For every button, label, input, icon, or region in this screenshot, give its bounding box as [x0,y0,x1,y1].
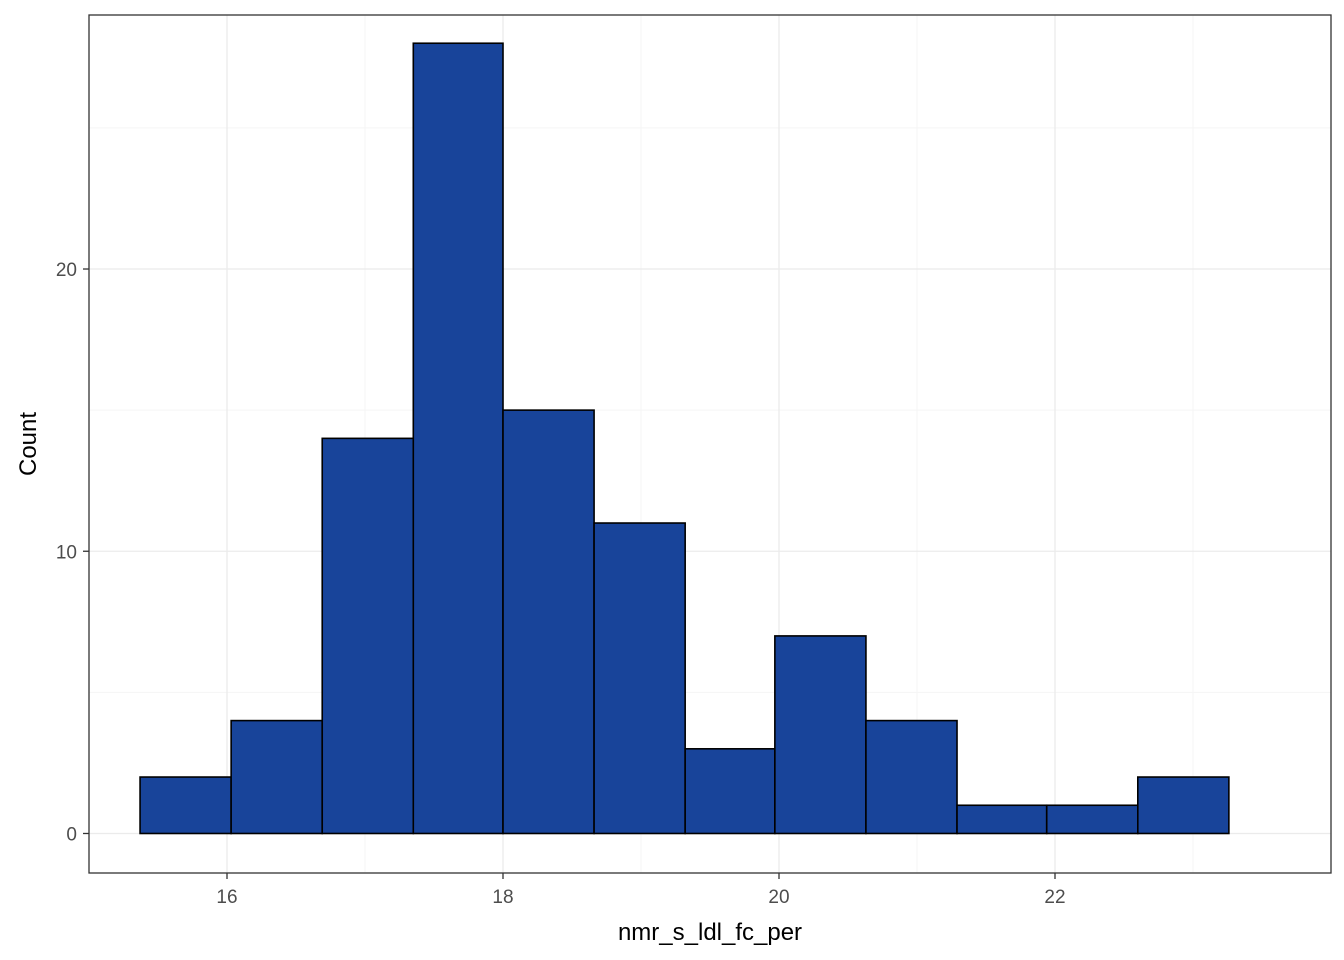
histogram-bar [865,719,958,835]
histogram-bar [1137,776,1230,835]
x-tick-label: 16 [216,887,237,908]
histogram-bar [412,42,504,835]
x-tick-label: 18 [492,887,513,908]
y-tick-label: 10 [56,542,77,563]
x-axis: 16 18 20 22 [216,873,1066,908]
x-axis-title: nmr_s_ldl_fc_per [618,919,802,946]
histogram-bars [139,42,1230,835]
x-tick-label: 20 [768,887,789,908]
y-tick-label: 0 [66,824,77,845]
histogram-bar [502,409,595,835]
y-axis: 0 10 20 [56,260,89,845]
x-tick-label: 22 [1044,887,1065,908]
histogram-bar [593,522,686,835]
histogram-bar [1045,804,1139,835]
histogram-bar [230,719,324,835]
y-axis-title: Count [15,412,42,476]
histogram-bar [139,776,232,835]
y-tick-label: 20 [56,260,77,281]
histogram-bar [774,635,867,835]
histogram-bar [684,748,776,835]
panel-border [88,14,1332,874]
histogram-bar [956,804,1048,835]
histogram-bar [321,437,415,835]
